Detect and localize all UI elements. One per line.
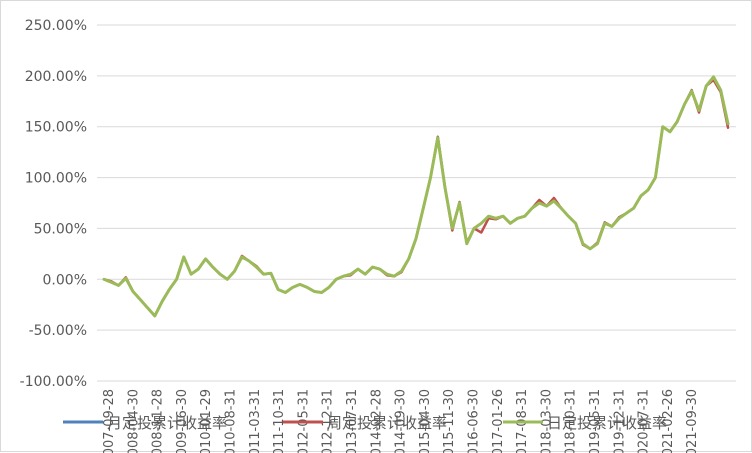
x-axis-ticks: 2007-09-28 2008-04-30 2008-11-28 2009-06-30… bbox=[102, 389, 700, 453]
x-tick-label: 2017-01-26 bbox=[491, 389, 506, 453]
y-tick-label: 200.00% bbox=[25, 69, 87, 85]
x-tick-label: 2011-03-31 bbox=[248, 389, 263, 453]
x-tick-label: 2010-08-31 bbox=[224, 389, 239, 453]
y-tick-label: 100.00% bbox=[25, 171, 87, 187]
legend-label-2: 周定投累计收益率 bbox=[327, 414, 447, 432]
x-tick-label: 2014-09-30 bbox=[394, 389, 409, 453]
x-tick-label: 2010-01-29 bbox=[199, 389, 214, 453]
gridlines bbox=[97, 24, 736, 382]
x-tick-label: 2016-06-30 bbox=[467, 389, 482, 453]
series-line-1 bbox=[102, 76, 730, 318]
x-tick-label: 2011-10-31 bbox=[272, 389, 287, 453]
x-tick-label: 2009-06-30 bbox=[175, 389, 190, 453]
x-tick-label: 2019-05-31 bbox=[588, 389, 603, 453]
y-tick-label: 50.00% bbox=[34, 221, 87, 237]
y-tick-label: -50.00% bbox=[29, 323, 87, 339]
x-tick-label: 2021-02-26 bbox=[661, 389, 676, 453]
legend: 月定投累计收益率 周定投累计收益率 日定投累计收益率 bbox=[63, 414, 667, 432]
y-tick-label: 150.00% bbox=[25, 120, 87, 136]
x-tick-label: 2019-12-31 bbox=[612, 389, 627, 453]
x-tick-label: 2018-03-30 bbox=[539, 389, 554, 453]
x-tick-label: 2015-11-30 bbox=[442, 389, 457, 453]
y-axis-ticks: -100.00% -50.00% 0.00% 50.00% 100.00% 150.00%… bbox=[20, 18, 87, 390]
series-line-3 bbox=[102, 75, 730, 318]
x-tick-label: 2020-07-31 bbox=[637, 389, 652, 453]
x-tick-label: 2012-12-31 bbox=[321, 389, 336, 453]
legend-label-1: 月定投累计收益率 bbox=[107, 414, 227, 432]
x-tick-label: 2008-11-28 bbox=[151, 389, 166, 453]
x-tick-label: 2021-09-30 bbox=[685, 389, 700, 453]
series-lines bbox=[102, 75, 730, 318]
series-line-2 bbox=[102, 78, 730, 318]
x-tick-label: 2007-09-28 bbox=[102, 389, 117, 453]
x-tick-label: 2013-07-31 bbox=[345, 389, 360, 453]
x-tick-label: 2008-04-30 bbox=[126, 389, 141, 453]
x-tick-label: 2014-02-28 bbox=[369, 389, 384, 453]
y-tick-label: 0.00% bbox=[43, 272, 87, 288]
y-tick-label: 250.00% bbox=[25, 18, 87, 34]
y-tick-label: -100.00% bbox=[20, 374, 87, 390]
legend-label-3: 日定投累计收益率 bbox=[547, 414, 667, 432]
x-tick-label: 2018-10-31 bbox=[564, 389, 579, 453]
x-tick-label: 2015-04-30 bbox=[418, 389, 433, 453]
